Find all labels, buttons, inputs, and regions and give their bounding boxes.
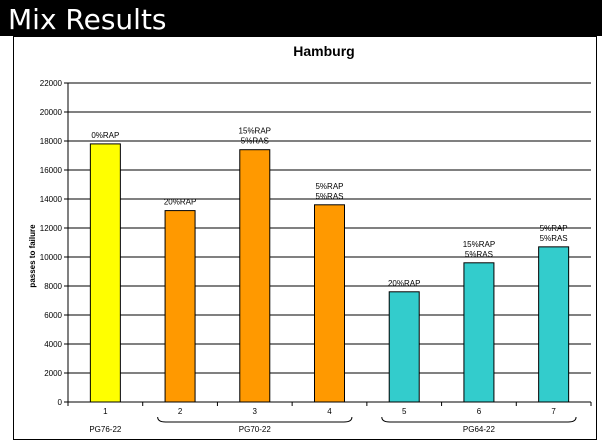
group-bracket bbox=[381, 416, 577, 423]
bar-1 bbox=[89, 143, 121, 403]
bar-2 bbox=[164, 210, 196, 403]
bar-5 bbox=[388, 291, 420, 403]
bar-data-label: 5%RAP bbox=[540, 224, 568, 233]
bar-4 bbox=[314, 204, 345, 403]
bar-data-label: 5%RAS bbox=[241, 137, 269, 146]
y-tick-label: 2000 bbox=[44, 369, 62, 378]
y-tick-label: 4000 bbox=[44, 340, 62, 349]
x-tick-label: 1 bbox=[103, 407, 108, 416]
y-tick-label: 10000 bbox=[40, 253, 63, 262]
x-tick-label: 6 bbox=[477, 407, 482, 416]
x-axis-ticks: 1 2 3 4 5 6 7 bbox=[67, 402, 592, 416]
title-bar: Mix Results bbox=[0, 0, 602, 36]
bar-data-label: 20%RAP bbox=[164, 198, 196, 207]
x-tick-label: 5 bbox=[402, 407, 407, 416]
bar-data-label: 15%RAP bbox=[239, 127, 271, 136]
x-tick-label: 3 bbox=[253, 407, 258, 416]
bar-data-label: 15%RAP bbox=[463, 240, 495, 249]
y-tick-label: 12000 bbox=[40, 224, 63, 233]
bar-7 bbox=[538, 246, 570, 403]
group-brackets: PG76-22 PG70-22 PG64-22 bbox=[89, 416, 577, 434]
bar-data-label: 5%RAS bbox=[465, 250, 493, 259]
y-tick-label: 22000 bbox=[40, 79, 63, 88]
y-tick-label: 0 bbox=[58, 398, 63, 407]
y-tick-label: 8000 bbox=[44, 282, 62, 291]
y-tick-label: 14000 bbox=[40, 195, 63, 204]
group-label: PG70-22 bbox=[239, 425, 272, 434]
y-axis-ticks: 0 2000 4000 6000 8000 10000 12000 14000 16000 180… bbox=[40, 79, 68, 407]
y-tick-label: 6000 bbox=[44, 311, 62, 320]
x-tick-label: 4 bbox=[327, 407, 332, 416]
bar-data-label: 20%RAP bbox=[388, 279, 420, 288]
bar-chart: Hamburg passes to failure 0 2000 4000 6000 8… bbox=[28, 43, 592, 434]
y-tick-label: 18000 bbox=[40, 137, 63, 146]
group-bracket bbox=[157, 416, 353, 423]
bar-data-label: 0%RAP bbox=[91, 131, 119, 140]
bars bbox=[89, 143, 570, 403]
y-tick-label: 20000 bbox=[40, 108, 63, 117]
chart-title: Hamburg bbox=[293, 43, 354, 59]
x-tick-label: 7 bbox=[551, 407, 556, 416]
y-tick-label: 16000 bbox=[40, 166, 63, 175]
bar-data-label: 5%RAS bbox=[315, 192, 343, 201]
y-axis-label: passes to failure bbox=[28, 224, 37, 288]
bar-labels: 0%RAP20%RAP15%RAP5%RAS5%RAP5%RAS20%RAP15… bbox=[91, 127, 567, 288]
group-label: PG64-22 bbox=[463, 425, 496, 434]
slide-title: Mix Results bbox=[8, 3, 167, 36]
group-label: PG76-22 bbox=[89, 425, 122, 434]
bar-6 bbox=[463, 262, 495, 403]
bar-3 bbox=[239, 149, 271, 403]
bar-data-label: 5%RAS bbox=[540, 234, 568, 243]
bar-data-label: 5%RAP bbox=[315, 182, 343, 191]
chart-area: Hamburg passes to failure 0 2000 4000 6000 8… bbox=[13, 36, 597, 440]
x-tick-label: 2 bbox=[178, 407, 183, 416]
